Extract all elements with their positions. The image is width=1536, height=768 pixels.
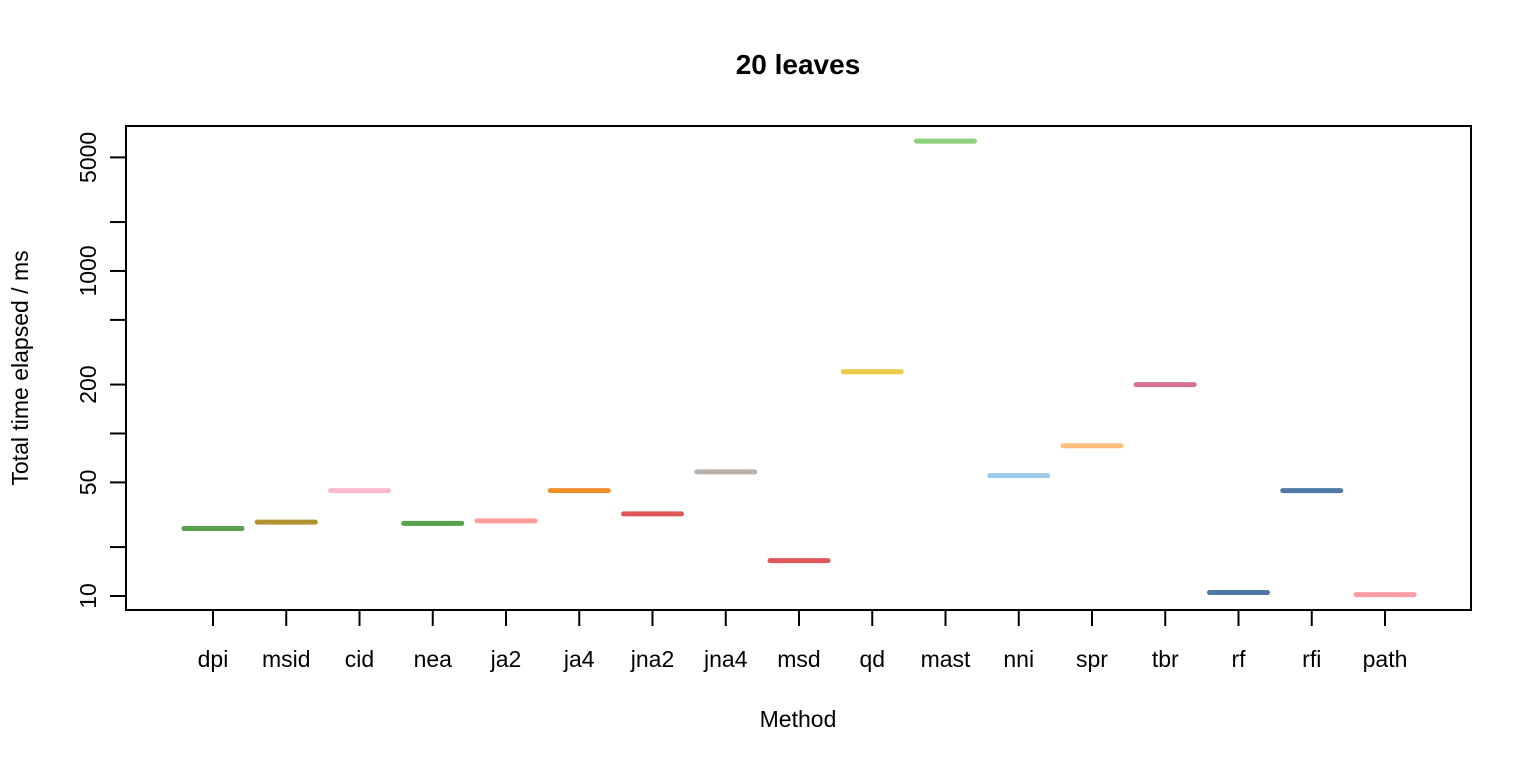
x-tick-label: msid [262,646,311,672]
x-tick-label: ja4 [563,646,595,672]
plot-frame [125,125,1472,611]
x-tick-label: path [1363,646,1408,672]
x-axis-label: Method [760,706,837,732]
x-tick-label: cid [345,646,374,672]
x-tick-label: rfi [1302,646,1321,672]
y-tick-label: 10 [75,583,101,609]
x-tick-label: msd [777,646,820,672]
y-axis-label: Total time elapsed / ms [7,250,33,485]
y-tick-label: 5000 [75,132,101,183]
x-tick-label: ja2 [490,646,522,672]
x-tick-label: jna2 [630,646,674,672]
x-tick-label: nea [414,646,453,672]
y-tick-label: 1000 [75,245,101,296]
x-tick-label: dpi [198,646,229,672]
data-marks [181,138,1417,598]
x-axis: dpi msid cid nea ja2 ja4 jna2 jna4 msd qd mast nni s… [198,610,1408,672]
y-tick-label: 200 [75,365,101,403]
x-tick-label: nni [1003,646,1034,672]
chart-title: 20 leaves [736,49,861,80]
x-tick-label: qd [859,646,885,672]
x-tick-label: tbr [1152,646,1179,672]
y-axis: 10 50 200 1000 5000 [75,132,126,609]
x-tick-label: rf [1231,646,1246,672]
x-tick-label: mast [921,646,971,672]
x-tick-label: jna4 [703,646,748,672]
y-tick-label: 50 [75,470,101,496]
x-tick-label: spr [1076,646,1108,672]
